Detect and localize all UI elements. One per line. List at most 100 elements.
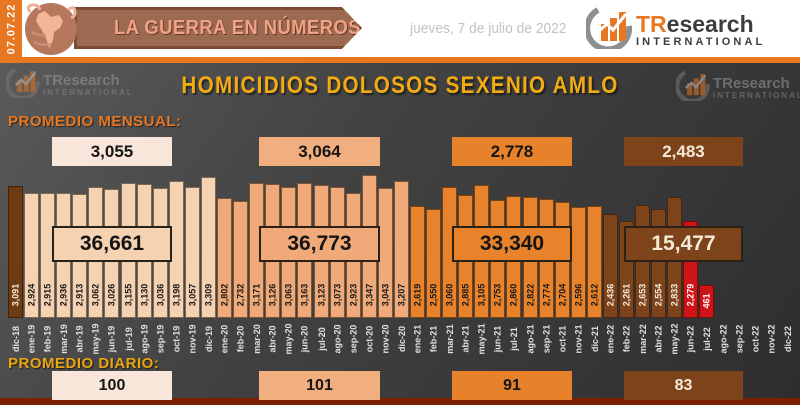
watermark-logo-left: TResearch INTERNATIONAL	[4, 66, 134, 103]
bar-value-label: 2,704	[557, 283, 568, 307]
banner-ribbon: LA GUERRA EN NÚMEROS	[74, 7, 362, 49]
month-label: abr-20	[267, 325, 278, 353]
month-label: nov-19	[187, 324, 198, 354]
daily-avg-2022: 83	[624, 371, 743, 400]
total-2020: 36,773	[259, 226, 380, 262]
bar-value-label: 3,130	[139, 283, 150, 307]
month-label: jul-19	[123, 327, 134, 351]
bar-value-label: 2,732	[235, 283, 246, 307]
bar-value-label: 2,619	[412, 283, 423, 307]
weekday-date: jueves, 7 de julio de 2022	[410, 20, 567, 37]
daily-average-label: PROMEDIO DIARIO:	[8, 355, 160, 372]
month-label: dic-18	[10, 325, 21, 353]
bar-value-label: 2,774	[541, 283, 552, 307]
bar-value-label: 3,198	[171, 283, 182, 307]
bar-value-label: 3,171	[251, 283, 262, 307]
bar-value-label: 3,073	[332, 283, 343, 307]
bull-mexico-logo-icon	[24, 2, 78, 56]
bar-value-label: 2,612	[589, 283, 600, 307]
month-label: dic-22	[782, 325, 793, 353]
daily-avg-2020: 101	[259, 371, 380, 400]
month-label: nov-22	[766, 324, 777, 354]
month-label: mar-22	[637, 324, 648, 354]
tresearch-logo: TResearch INTERNATIONAL	[584, 5, 766, 54]
tresearch-logo-icon	[584, 5, 633, 54]
month-label: feb-19	[42, 325, 53, 353]
bar-value-label: 2,885	[460, 283, 471, 307]
month-label: jul-22	[701, 327, 712, 351]
bar-value-label: 2,261	[621, 283, 632, 307]
tresearch-watermark-icon	[674, 69, 710, 106]
brand-name: TResearch	[636, 10, 754, 37]
bar-feb-21: 2,550	[426, 209, 441, 318]
month-label: ago-22	[718, 324, 729, 354]
bar-value-label: 3,043	[380, 283, 391, 307]
bar-value-label: 3,026	[106, 283, 117, 307]
month-label: jun-20	[299, 325, 310, 353]
month-label: ene-20	[219, 324, 230, 354]
bar-value-label: 461	[701, 292, 712, 309]
bar-ene-20: 2,802	[217, 198, 232, 318]
monthly-average-label: PROMEDIO MENSUAL:	[8, 113, 182, 130]
bar-value-label: 3,105	[476, 283, 487, 307]
bar-dic-18: 3,091	[8, 186, 23, 318]
bar-value-label: 3,126	[267, 283, 278, 307]
total-2021: 33,340	[452, 226, 572, 262]
bar-jul-22: 461	[699, 285, 714, 318]
bar-value-label: 2,279	[685, 283, 696, 307]
bar-value-label: 3,062	[90, 283, 101, 307]
bar-value-label: 2,936	[58, 283, 69, 307]
bar-value-label: 2,923	[348, 283, 359, 307]
bar-value-label: 3,123	[316, 283, 327, 307]
bar-area: 3,091 2,924 2,915 2,936 2,913 3,062 3,026 3,155…	[0, 175, 800, 318]
bar-dic-21: 2,612	[587, 206, 602, 318]
bar-value-label: 2,915	[42, 283, 53, 307]
watermark-brand-subtitle: INTERNATIONAL	[43, 87, 134, 97]
month-label: sep-20	[348, 324, 359, 354]
month-label: oct-21	[557, 325, 568, 353]
bar-ene-19: 2,924	[24, 193, 39, 318]
month-label: abr-19	[74, 325, 85, 353]
total-2022: 15,477	[624, 226, 743, 262]
bar-value-label: 3,091	[10, 283, 21, 307]
bar-value-label: 3,309	[203, 283, 214, 307]
bar-dic-20: 3,207	[394, 181, 409, 318]
month-label: abr-21	[460, 325, 471, 353]
month-label: jun-19	[106, 325, 117, 353]
month-label: may-19	[90, 323, 101, 355]
month-label: ago-19	[139, 324, 150, 354]
month-label: may-21	[476, 323, 487, 355]
monthly-avg-2020: 3,064	[259, 137, 380, 166]
bar-value-label: 2,436	[605, 283, 616, 307]
bar-value-label: 3,057	[187, 283, 198, 307]
bar-value-label: 2,753	[492, 283, 503, 307]
month-label: jul-20	[316, 327, 327, 351]
bar-nov-21: 2,596	[571, 207, 586, 318]
month-label: oct-20	[364, 325, 375, 353]
bar-ene-22: 2,436	[603, 214, 618, 318]
bar-value-label: 2,833	[669, 283, 680, 307]
tresearch-watermark-icon	[4, 66, 40, 103]
header: 07.07.22 LA GUERRA EN NÚMEROS jueves, 7 …	[0, 0, 800, 57]
brand-subtitle: INTERNATIONAL	[636, 35, 766, 48]
month-label: ene-21	[412, 324, 423, 354]
monthly-avg-2021: 2,778	[452, 137, 572, 166]
month-label: mar-21	[444, 324, 455, 354]
month-label: feb-21	[428, 325, 439, 353]
bar-value-label: 2,550	[428, 283, 439, 307]
vertical-date: 07.07.22	[5, 3, 18, 54]
watermark-brand-name: TResearch	[43, 71, 120, 89]
month-label: abr-22	[653, 325, 664, 353]
month-label: nov-21	[573, 324, 584, 354]
monthly-avg-2019: 3,055	[52, 137, 172, 166]
page-title: HOMICIDIOS DOLOSOS SEXENIO AMLO	[181, 72, 619, 99]
month-label: ene-19	[26, 324, 37, 354]
month-label: may-22	[669, 323, 680, 355]
bar-value-label: 2,596	[573, 283, 584, 307]
month-label: dic-20	[396, 325, 407, 353]
bar-value-label: 3,163	[299, 283, 310, 307]
bar-ene-21: 2,619	[410, 206, 425, 318]
bar-value-label: 2,860	[508, 283, 519, 307]
month-label: feb-20	[235, 325, 246, 353]
